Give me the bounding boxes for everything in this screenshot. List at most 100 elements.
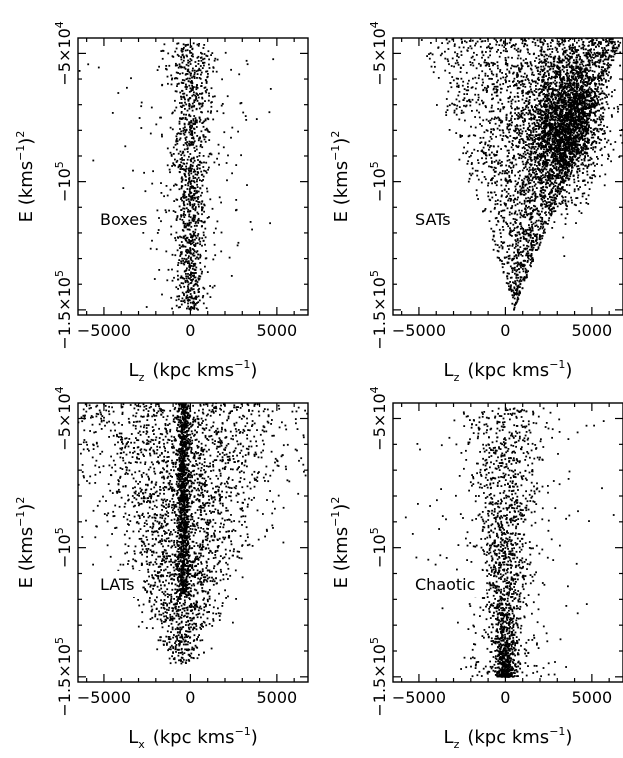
data-point-2552 (548, 207, 550, 210)
data-point-535 (192, 187, 195, 190)
data-point-1066 (205, 91, 208, 94)
data-point-1009 (160, 116, 162, 119)
data-point-1726 (555, 137, 558, 140)
data-point-2481 (489, 50, 492, 53)
data-point-253 (187, 98, 190, 101)
data-point-917 (209, 285, 211, 287)
data-point-3315 (571, 72, 574, 75)
data-point-3395 (535, 85, 537, 87)
data-point-2804 (518, 271, 521, 274)
data-point-1678 (542, 73, 545, 76)
data-point-2197 (594, 113, 596, 116)
data-point-2926 (516, 234, 518, 237)
data-point-2879 (572, 114, 575, 117)
data-point-3400 (544, 178, 547, 181)
data-point-998 (565, 49, 568, 52)
data-point-573 (176, 216, 179, 219)
data-point-2217 (601, 128, 604, 130)
data-point-1575 (537, 178, 540, 180)
data-point-2191 (584, 83, 586, 86)
data-point-1076 (585, 202, 588, 204)
data-point-1110 (207, 130, 210, 133)
data-point-294 (227, 154, 229, 157)
data-point-1120 (171, 165, 173, 167)
data-point-479 (570, 196, 572, 199)
data-point-128 (191, 84, 193, 87)
data-point-833 (180, 161, 183, 164)
data-point-1827 (587, 132, 590, 135)
data-point-2203 (537, 219, 540, 222)
data-point-1248 (194, 262, 196, 265)
data-point-2909 (492, 248, 495, 251)
data-point-3575 (544, 200, 546, 202)
data-point-939 (188, 140, 191, 143)
data-point-1296 (584, 184, 587, 186)
data-point-2929 (611, 38, 614, 40)
data-point-951 (187, 123, 190, 126)
data-point-3322 (546, 119, 549, 121)
data-point-3372 (511, 235, 513, 237)
data-point-3528 (509, 200, 512, 202)
data-point-1517 (545, 85, 548, 88)
data-point-1325 (590, 147, 593, 149)
data-point-1139 (600, 129, 603, 131)
data-point-1077 (188, 241, 191, 244)
data-point-3451 (565, 102, 568, 104)
data-point-1405 (563, 119, 566, 122)
data-point-3135 (481, 50, 484, 53)
data-point-2249 (574, 93, 577, 96)
data-point-2959 (529, 67, 532, 70)
data-point-1293 (184, 237, 187, 240)
data-point-989 (551, 227, 554, 229)
data-point-1297 (193, 131, 196, 134)
data-point-3500 (548, 92, 550, 95)
data-point-2999 (517, 80, 519, 82)
data-point-1320 (523, 189, 526, 192)
data-point-3200 (517, 254, 520, 257)
data-point-984 (180, 282, 183, 284)
data-point-1100 (161, 133, 163, 136)
data-point-3195 (561, 93, 564, 96)
data-point-1748 (603, 132, 606, 135)
data-point-646 (612, 148, 615, 151)
data-point-1866 (582, 172, 584, 174)
data-point-2239 (569, 81, 571, 84)
data-point-1282 (183, 96, 186, 99)
data-point-1934 (556, 141, 559, 144)
data-point-1039 (188, 190, 191, 193)
data-point-3280 (506, 123, 509, 126)
data-point-1078 (196, 302, 198, 304)
data-point-3339 (481, 84, 484, 87)
data-point-3488 (515, 243, 518, 245)
data-point-1259 (201, 208, 204, 211)
data-point-470 (196, 77, 198, 79)
data-point-1298 (590, 119, 592, 121)
data-point-59 (184, 174, 186, 177)
data-point-2193 (564, 132, 567, 135)
data-point-1247 (188, 188, 191, 191)
data-point-1981 (575, 84, 578, 87)
data-point-1422 (610, 95, 613, 98)
data-point-980 (199, 119, 202, 121)
data-point-335 (191, 76, 193, 79)
data-point-130 (190, 259, 193, 262)
data-point-2528 (451, 38, 454, 41)
data-point-2387 (559, 157, 562, 160)
data-point-2784 (596, 97, 598, 100)
data-point-2416 (553, 197, 556, 199)
data-point-544 (554, 152, 557, 155)
data-point-3546 (451, 76, 454, 78)
data-point-1042 (578, 170, 581, 172)
data-point-2773 (531, 79, 533, 82)
data-point-956 (565, 190, 568, 193)
data-point-1556 (562, 179, 565, 181)
data-point-149 (561, 122, 563, 124)
data-point-320 (203, 204, 206, 207)
data-point-3513 (580, 91, 582, 94)
data-point-3568 (553, 57, 556, 59)
data-point-2406 (501, 102, 504, 105)
data-point-2295 (569, 122, 572, 125)
data-point-2663 (518, 170, 521, 172)
data-point-162 (194, 117, 197, 119)
data-point-2796 (516, 136, 518, 139)
